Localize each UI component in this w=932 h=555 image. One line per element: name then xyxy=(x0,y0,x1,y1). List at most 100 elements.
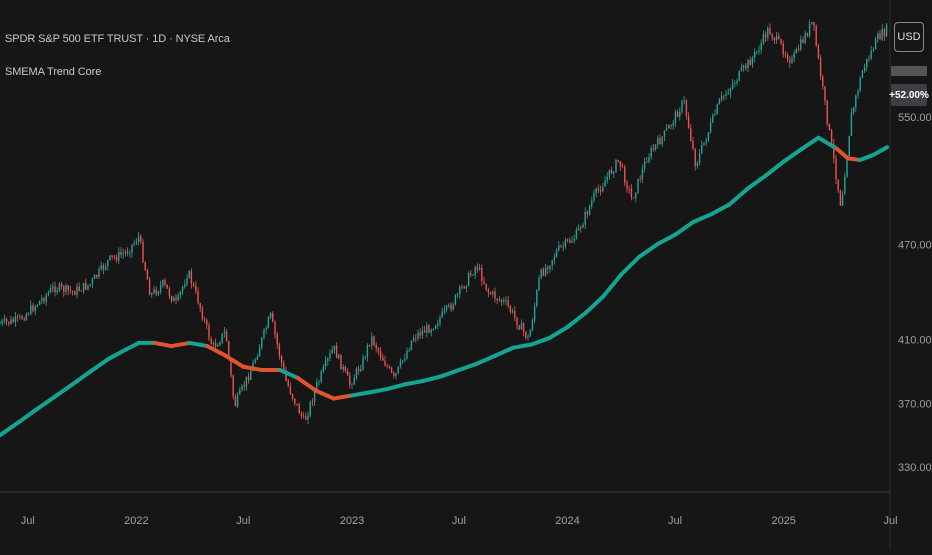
candle-body xyxy=(762,34,765,44)
trend-segment xyxy=(16,407,39,425)
candle-body xyxy=(245,376,248,387)
candle-body xyxy=(294,398,296,404)
candle-body xyxy=(573,238,575,241)
candle-body xyxy=(731,83,734,89)
trend-segment xyxy=(223,353,246,369)
candle-body xyxy=(725,93,727,96)
y-tick-label: 410.00 xyxy=(898,335,932,347)
candle-body xyxy=(824,86,826,101)
candle-body xyxy=(707,132,710,141)
candle-body xyxy=(690,128,692,142)
candle-body xyxy=(56,290,58,293)
candle-body xyxy=(593,193,595,201)
candle-body xyxy=(643,161,646,169)
trend-line-layer xyxy=(0,135,890,438)
candle-body xyxy=(670,125,672,127)
x-tick-label: Jul xyxy=(21,515,35,527)
candle-body xyxy=(208,325,210,339)
indicator-title[interactable]: SMEMA Trend Core xyxy=(5,66,102,78)
candle-body xyxy=(3,318,6,321)
candle-body xyxy=(694,149,696,167)
candle-body xyxy=(107,259,109,267)
candle-body xyxy=(747,60,749,69)
y-tick-label: 470.00 xyxy=(898,239,932,251)
candle-body xyxy=(509,306,512,312)
candle-body xyxy=(89,283,91,286)
candle-body xyxy=(870,50,872,59)
candle-body xyxy=(817,45,820,58)
x-tick-label: 2025 xyxy=(771,515,795,527)
candle-body xyxy=(379,351,382,358)
trend-segment xyxy=(745,173,768,191)
candle-body xyxy=(45,294,47,302)
last-price-marker xyxy=(891,66,927,76)
candle-body xyxy=(591,200,593,206)
candle-body xyxy=(575,230,578,239)
candle-body xyxy=(874,38,877,50)
candle-body xyxy=(417,332,419,339)
candle-body xyxy=(771,34,773,38)
candle-body xyxy=(190,271,193,284)
candle-body xyxy=(558,245,560,251)
candle-body xyxy=(153,289,155,293)
candle-body xyxy=(155,289,157,295)
candle-body xyxy=(399,361,402,367)
candle-body xyxy=(406,350,408,359)
trend-segment xyxy=(800,135,821,151)
candle-body xyxy=(355,368,358,378)
trend-segment xyxy=(565,310,588,329)
candle-body xyxy=(439,317,441,324)
candle-body xyxy=(764,34,767,38)
candle-body xyxy=(525,331,527,338)
candle-body xyxy=(0,323,1,325)
candle-body xyxy=(775,35,778,41)
candle-body xyxy=(800,39,802,50)
candle-body xyxy=(857,90,859,96)
candle-body xyxy=(342,366,344,370)
candle-body xyxy=(87,285,89,290)
candle-body xyxy=(582,224,584,228)
candle-body xyxy=(388,366,391,368)
trend-segment xyxy=(781,146,805,164)
candle-body xyxy=(5,318,8,322)
candle-body xyxy=(637,178,639,194)
candle-body xyxy=(632,197,635,199)
candle-body xyxy=(393,372,395,376)
candle-body xyxy=(712,114,714,123)
currency-button[interactable]: USD xyxy=(894,22,924,52)
trend-segment xyxy=(403,379,425,387)
candle-body xyxy=(364,357,366,358)
trend-segment xyxy=(349,390,373,398)
candle-body xyxy=(195,285,197,291)
trend-segment xyxy=(727,186,750,207)
candle-body xyxy=(351,384,353,386)
candle-body xyxy=(276,334,278,345)
candle-body xyxy=(538,278,540,291)
trend-segment xyxy=(295,375,318,393)
candle-body xyxy=(866,58,868,68)
trend-segment xyxy=(511,342,534,350)
candle-body xyxy=(786,54,789,60)
candle-body xyxy=(184,284,186,287)
candle-body xyxy=(505,300,507,302)
trend-segment xyxy=(529,336,552,347)
candle-body xyxy=(131,244,133,253)
symbol-title[interactable]: SPDR S&P 500 ETF TRUST · 1D · NYSE Arca xyxy=(5,33,230,45)
candle-body xyxy=(531,320,534,331)
candle-body xyxy=(327,358,329,361)
candle-body xyxy=(443,309,446,312)
candle-body xyxy=(140,235,142,242)
trend-segment xyxy=(655,232,678,247)
candle-body xyxy=(586,211,589,215)
candle-body xyxy=(47,292,50,295)
candle-body xyxy=(498,299,501,301)
candle-body xyxy=(492,291,494,295)
candle-body xyxy=(298,404,300,414)
candle-body xyxy=(577,227,580,231)
candle-body xyxy=(80,290,83,292)
x-tick-label: Jul xyxy=(668,515,682,527)
candle-body xyxy=(10,319,12,324)
candle-body xyxy=(14,316,17,323)
